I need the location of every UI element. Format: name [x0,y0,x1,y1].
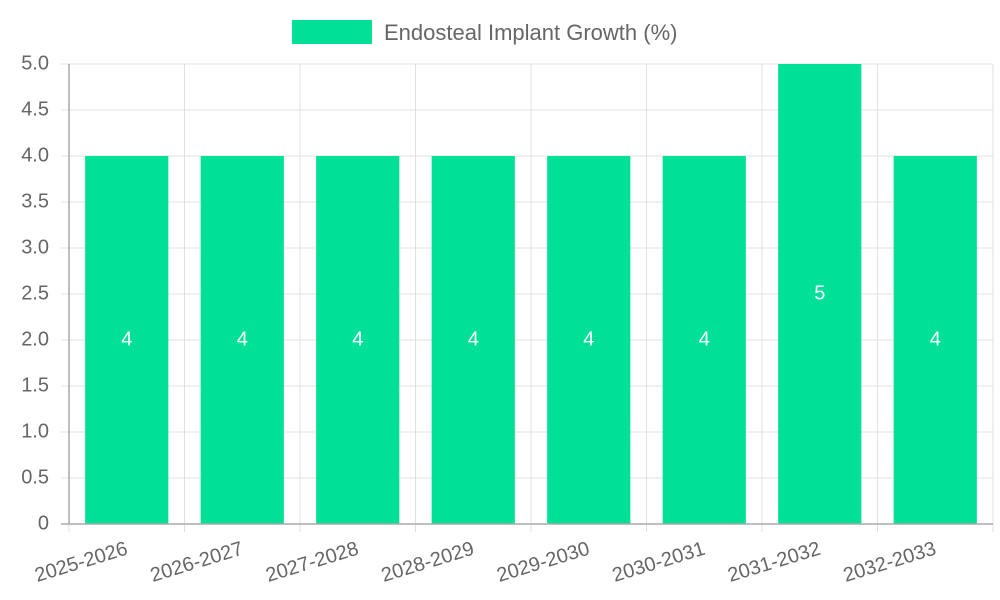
bar-2029-2030[interactable] [547,156,631,524]
bar-2030-2031[interactable] [662,156,746,524]
bar-2028-2029[interactable] [431,156,515,524]
bar-value-label: 5 [814,282,825,304]
bar-value-label: 4 [121,328,132,350]
x-tick-label: 2025-2026 [32,538,130,587]
bar-value-label: 4 [468,328,479,350]
y-tick-label: 2.0 [21,328,49,350]
bar-value-label: 4 [352,328,363,350]
x-tick-label: 2030-2031 [610,538,708,587]
bar-value-label: 4 [930,328,941,350]
axes [61,64,993,525]
x-tick-label: 2032-2033 [841,538,939,587]
x-tick-label: 2027-2028 [263,538,361,587]
y-tick-label: 1.5 [21,374,49,396]
bar-value-label: 4 [699,328,710,350]
y-tick-label: 5.0 [21,52,49,74]
legend-label[interactable]: Endosteal Implant Growth (%) [384,20,677,45]
x-tick-label: 2031-2032 [725,538,823,587]
legend-swatch[interactable] [292,20,372,44]
bar-value-label: 4 [237,328,248,350]
bar-2032-2033[interactable] [893,156,977,524]
y-tick-label: 0 [38,512,49,534]
y-tick-label: 3.5 [21,190,49,212]
y-tick-label: 2.5 [21,282,49,304]
y-tick-label: 1.0 [21,420,49,442]
bar-2025-2026[interactable] [85,156,169,524]
bar-2026-2027[interactable] [200,156,284,524]
x-tick-label: 2029-2030 [494,538,592,587]
y-tick-label: 4.0 [21,144,49,166]
bar-2027-2028[interactable] [316,156,400,524]
x-tick-label: 2026-2027 [148,538,246,587]
y-tick-label: 4.5 [21,98,49,120]
legend[interactable]: Endosteal Implant Growth (%) [292,20,677,45]
y-tick-label: 3.0 [21,236,49,258]
bars [85,64,977,524]
y-tick-label: 0.5 [21,466,49,488]
bar-value-label: 4 [583,328,594,350]
bar-2031-2032[interactable] [778,64,862,524]
x-tick-label: 2028-2029 [379,538,477,587]
